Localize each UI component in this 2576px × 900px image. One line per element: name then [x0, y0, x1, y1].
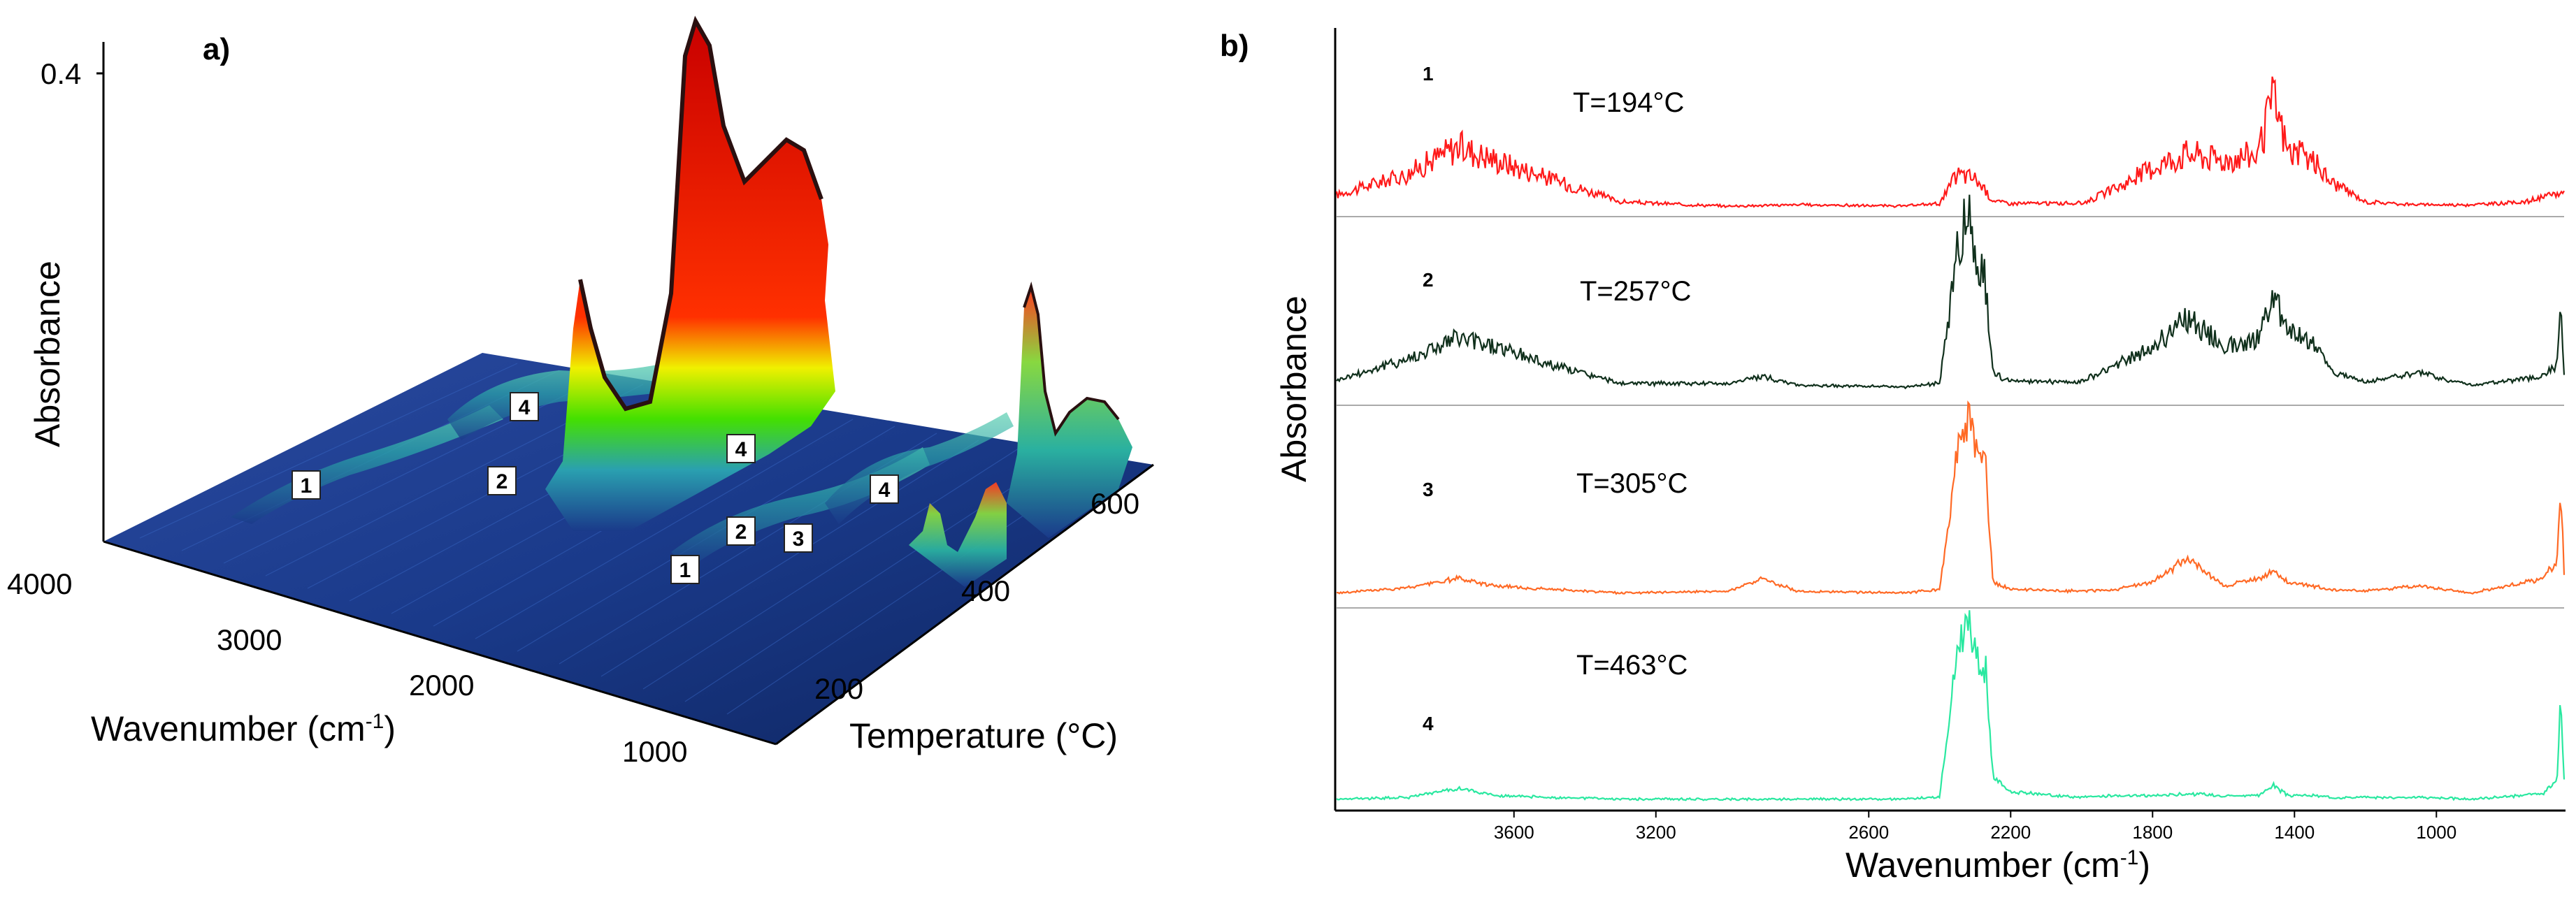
b-x-tick-label-1400: 1400	[2274, 822, 2315, 843]
b-series-line-4	[1336, 610, 2566, 802]
a-x-axis	[103, 540, 777, 746]
panel-a-3d-surface: a) 0.4 Absorbance	[7, 15, 1154, 768]
a-x-tick-4000: 4000	[7, 567, 72, 600]
b-x-tick-label-3200: 3200	[1636, 822, 1676, 843]
a-z-tick-label: 0.4	[41, 57, 81, 90]
b-series-line-3	[1336, 400, 2566, 595]
a-peak-label-4-right: 4	[870, 474, 899, 504]
b-temperature-label-4: T=463°C	[1576, 650, 1688, 681]
panel-b-spectra: b) Absorbance 1 T=194°C 2 T=257°C 3 T=30…	[1220, 28, 2566, 885]
a-ridge-2900	[447, 363, 671, 440]
a-peak-700-ridge-line	[1023, 281, 1120, 437]
a-y-axis	[775, 463, 1154, 746]
b-series-number-1: 1	[1423, 63, 1434, 85]
a-y-tick-200: 200	[814, 672, 863, 705]
b-temperature-label-1: T=194°C	[1573, 87, 1684, 118]
a-co2-peak-ridge-line	[578, 15, 823, 412]
b-x-tick-label-2600: 2600	[1848, 822, 1889, 843]
panel-a-letter: a)	[203, 32, 230, 66]
b-temperature-label-3: T=305°C	[1576, 468, 1688, 499]
b-x-tick-label-1800: 1800	[2132, 822, 2173, 843]
svg-text:2: 2	[735, 521, 747, 544]
a-co2-peak	[545, 21, 835, 531]
panel-b-letter: b)	[1220, 29, 1249, 63]
a-peak-1800	[909, 482, 1007, 587]
svg-text:4: 4	[735, 438, 747, 461]
a-y-tick-600: 600	[1091, 487, 1139, 520]
a-x-tick-2000: 2000	[409, 669, 474, 702]
b-series-line-2	[1336, 194, 2566, 390]
svg-text:3: 3	[793, 528, 805, 551]
a-x-axis-label: Wavenumber (cm-1)	[91, 709, 396, 748]
b-series-number-3: 3	[1423, 479, 1434, 500]
a-peak-label-4-mid: 4	[726, 434, 756, 463]
svg-text:1: 1	[301, 474, 312, 498]
b-x-tick-label-1000: 1000	[2416, 822, 2456, 843]
b-temperature-label-2: T=257°C	[1580, 276, 1691, 307]
b-series-number-2: 2	[1423, 269, 1434, 291]
b-y-axis-label: Absorbance	[1274, 296, 1314, 482]
a-peak-label-1-right: 1	[670, 555, 700, 584]
svg-text:2: 2	[496, 470, 508, 493]
svg-text:1: 1	[679, 559, 691, 582]
a-peak-label-1-left: 1	[292, 470, 321, 500]
a-z-axis-label: Absorbance	[28, 261, 67, 447]
a-peak-label-2-left: 2	[487, 466, 517, 495]
svg-text:4: 4	[519, 396, 531, 419]
a-y-tick-400: 400	[961, 574, 1010, 607]
b-series-lines	[1335, 76, 2566, 802]
b-series-line-1	[1335, 76, 2565, 209]
a-peak-label-4-top: 4	[510, 392, 539, 421]
b-x-axis-label: Wavenumber (cm-1)	[1845, 845, 2150, 885]
b-x-tick-label-2200: 2200	[1990, 822, 2031, 843]
a-peak-label-3: 3	[784, 523, 813, 553]
a-surface-floor	[103, 353, 1153, 744]
b-x-ticks: 3600 3200 2600 2200 1800 1400 1000	[1494, 811, 2456, 843]
a-x-tick-1000: 1000	[622, 735, 687, 768]
a-peak-label-2-right: 2	[726, 516, 756, 546]
b-x-tick-label-3600: 3600	[1494, 822, 1534, 843]
svg-text:4: 4	[879, 479, 891, 502]
b-series-number-4: 4	[1423, 713, 1434, 734]
a-y-axis-label: Temperature (°C)	[849, 716, 1118, 755]
a-x-tick-3000: 3000	[217, 623, 282, 656]
